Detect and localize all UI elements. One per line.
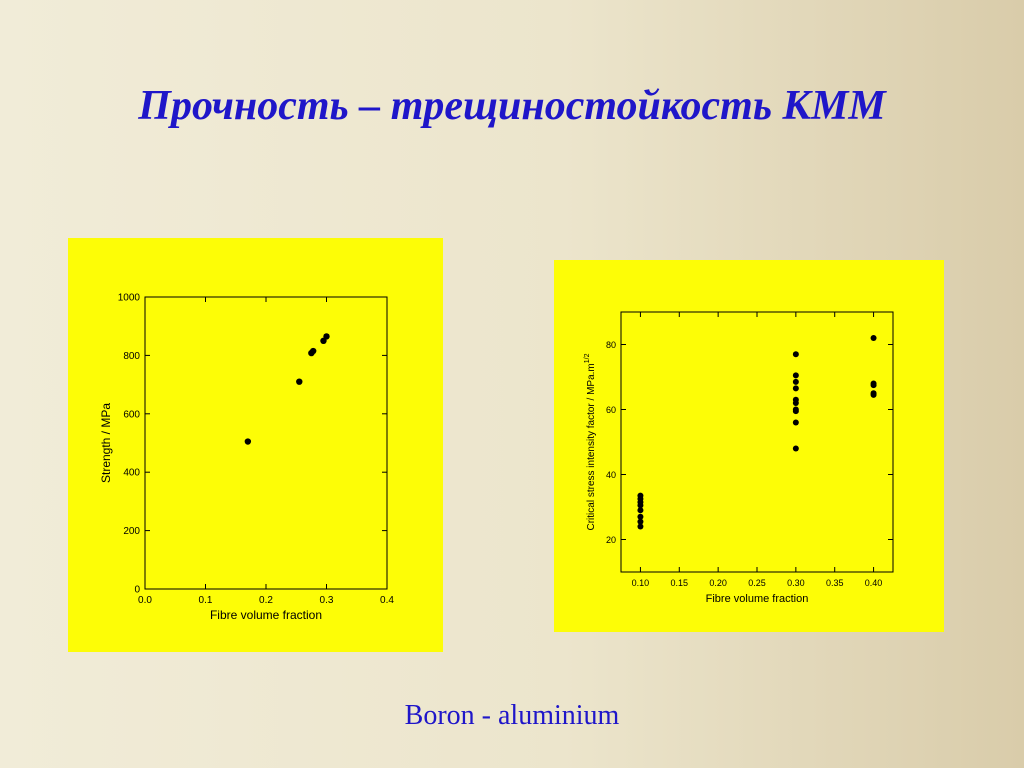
data-point xyxy=(637,523,644,530)
data-point xyxy=(792,372,799,379)
data-point xyxy=(296,378,303,385)
data-point xyxy=(792,408,799,415)
y-axis-label-exponent: 1/2 xyxy=(584,353,591,363)
x-tick-label: 0.25 xyxy=(748,578,766,588)
y-tick-labels: 0 200 400 600 800 1000 xyxy=(118,293,387,596)
x-tick-label: 0.15 xyxy=(671,578,689,588)
data-point xyxy=(870,382,877,389)
data-point xyxy=(323,333,330,340)
toughness-chart: 0.10 0.15 0.20 0.25 0.30 0.35 0.40 20 40 60 80 Fi… xyxy=(584,311,894,605)
x-tick-labels: 0.10 0.15 0.20 0.25 0.30 0.35 0.40 xyxy=(632,312,883,588)
x-tick-label: 0.2 xyxy=(259,595,273,606)
data-point xyxy=(792,445,799,452)
x-tick-label: 0.1 xyxy=(199,595,213,606)
y-tick-label: 60 xyxy=(606,405,616,415)
y-tick-labels: 20 40 60 80 xyxy=(606,340,893,545)
x-tick-label: 0.35 xyxy=(826,578,844,588)
material-caption: Boron - aluminium xyxy=(404,700,620,731)
y-tick-label: 400 xyxy=(123,468,140,479)
y-tick-label: 0 xyxy=(134,585,140,596)
y-tick-label: 200 xyxy=(123,526,140,537)
x-tick-label: 0.20 xyxy=(709,578,727,588)
data-point xyxy=(792,400,799,406)
data-points xyxy=(244,333,330,445)
data-point xyxy=(637,518,644,525)
x-tick-label: 0.3 xyxy=(320,595,334,606)
data-point xyxy=(244,438,252,445)
data-point xyxy=(792,419,799,426)
y-tick-label: 80 xyxy=(606,340,616,350)
data-point xyxy=(309,347,317,355)
data-point xyxy=(870,391,877,398)
x-axis-label: Fibre volume fraction xyxy=(210,608,322,622)
strength-chart-panel: 0.0 0.1 0.2 0.3 0.4 0 200 400 600 800 1000 Fibre … xyxy=(68,238,443,652)
y-axis-label: Critical stress intensity factor / MPa.m… xyxy=(584,353,597,530)
y-tick-label: 800 xyxy=(123,351,140,362)
plot-frame xyxy=(620,311,894,573)
toughness-chart-panel: 0.10 0.15 0.20 0.25 0.30 0.35 0.40 20 40 60 80 Fi… xyxy=(554,260,944,632)
y-tick-label: 20 xyxy=(606,535,616,545)
slide-title: Прочность – трещиностойкость КММ xyxy=(138,83,886,129)
data-point xyxy=(637,502,644,509)
x-tick-label: 0.4 xyxy=(380,595,394,606)
x-axis-label: Fibre volume fraction xyxy=(706,593,809,605)
x-tick-labels: 0.0 0.1 0.2 0.3 0.4 xyxy=(138,297,394,606)
data-point xyxy=(870,335,877,341)
y-tick-label: 600 xyxy=(123,409,140,420)
x-tick-label: 0.40 xyxy=(865,578,883,588)
strength-chart: 0.0 0.1 0.2 0.3 0.4 0 200 400 600 800 1000 Fibre … xyxy=(99,293,394,623)
plot-frame xyxy=(144,296,388,590)
data-points xyxy=(637,335,877,530)
x-tick-label: 0.10 xyxy=(632,578,650,588)
data-point xyxy=(792,378,799,385)
x-tick-label: 0.0 xyxy=(138,595,152,606)
y-axis-label: Strength / MPa xyxy=(99,403,113,483)
data-point xyxy=(637,513,644,520)
y-tick-label: 1000 xyxy=(118,293,141,304)
y-tick-label: 40 xyxy=(606,470,616,480)
x-tick-label: 0.30 xyxy=(787,578,805,588)
data-point xyxy=(637,507,644,514)
data-point xyxy=(792,351,799,358)
data-point xyxy=(792,385,799,392)
y-axis-label-main: Critical stress intensity factor / MPa.m xyxy=(586,363,597,530)
